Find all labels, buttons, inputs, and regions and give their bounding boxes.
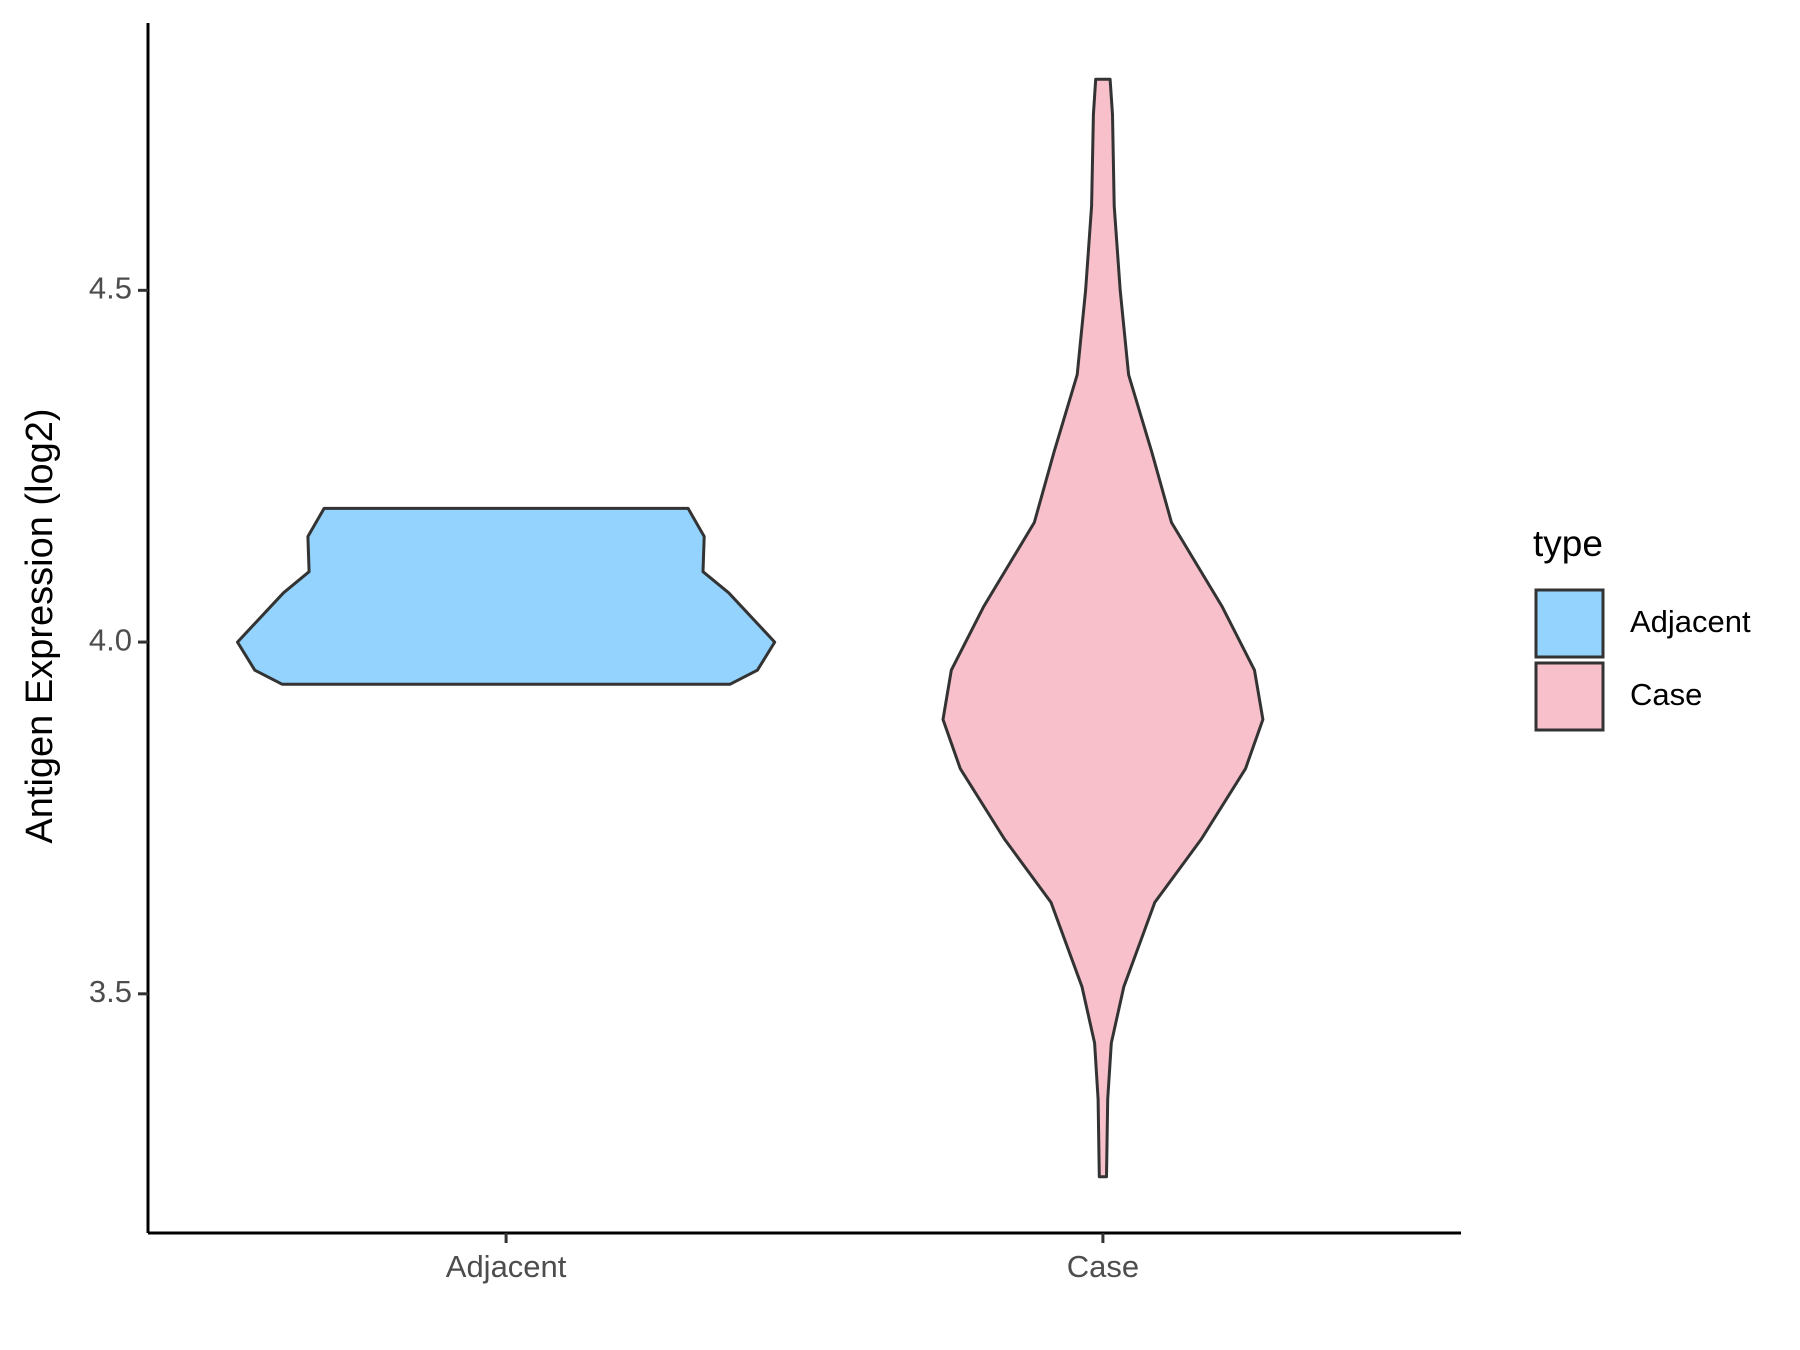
y-tick-label: 4.0 [89,622,132,657]
legend-title: type [1533,523,1603,564]
violin [941,77,1265,1179]
legend-key [1534,661,1605,732]
x-tick-label: Case [1067,1249,1139,1284]
legend-key [1534,588,1605,659]
violin [236,506,777,686]
y-tick-label: 4.5 [89,271,132,306]
x-tick-label: Adjacent [446,1249,567,1284]
y-axis-title: Antigen Expression (log2) [19,408,61,843]
legend-label: Case [1630,677,1702,712]
legend-label: Adjacent [1630,604,1751,639]
y-tick-label: 3.5 [89,974,132,1009]
